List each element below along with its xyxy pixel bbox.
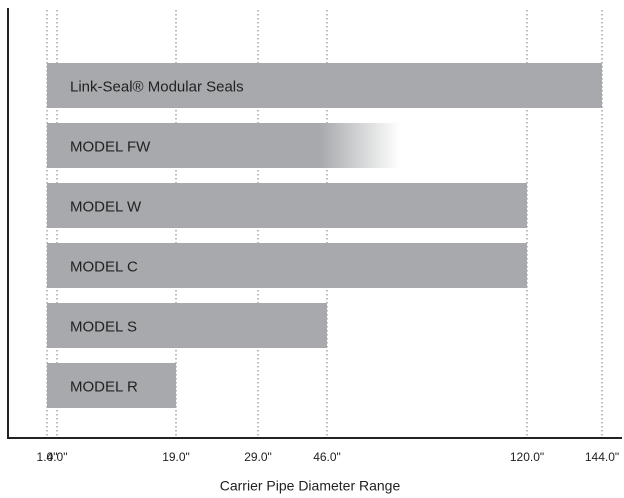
x-tick-label: 29.0" [244, 450, 272, 464]
x-tick-label: 144.0" [585, 450, 619, 464]
bar [47, 123, 400, 168]
bar [47, 183, 527, 228]
bar [47, 363, 176, 408]
x-tick-label: 4.0" [47, 450, 68, 464]
bar-label: Link-Seal® Modular Seals [70, 78, 244, 95]
bar [47, 243, 527, 288]
x-axis-title: Carrier Pipe Diameter Range [220, 478, 401, 494]
bars: Link-Seal® Modular Seals MODEL FW MODEL W M… [47, 63, 602, 408]
bar-label: MODEL W [70, 198, 142, 215]
x-tick-label: 120.0" [510, 450, 544, 464]
bar-label: MODEL C [70, 258, 138, 275]
bar-label: MODEL FW [70, 138, 151, 155]
x-tick-label: 46.0" [313, 450, 341, 464]
bar-label: MODEL R [70, 378, 138, 395]
bar-label: MODEL S [70, 318, 137, 335]
bar [47, 303, 327, 348]
bar [47, 63, 602, 108]
x-tick-label: 19.0" [162, 450, 190, 464]
x-tick-label: 1.0" [37, 450, 58, 464]
